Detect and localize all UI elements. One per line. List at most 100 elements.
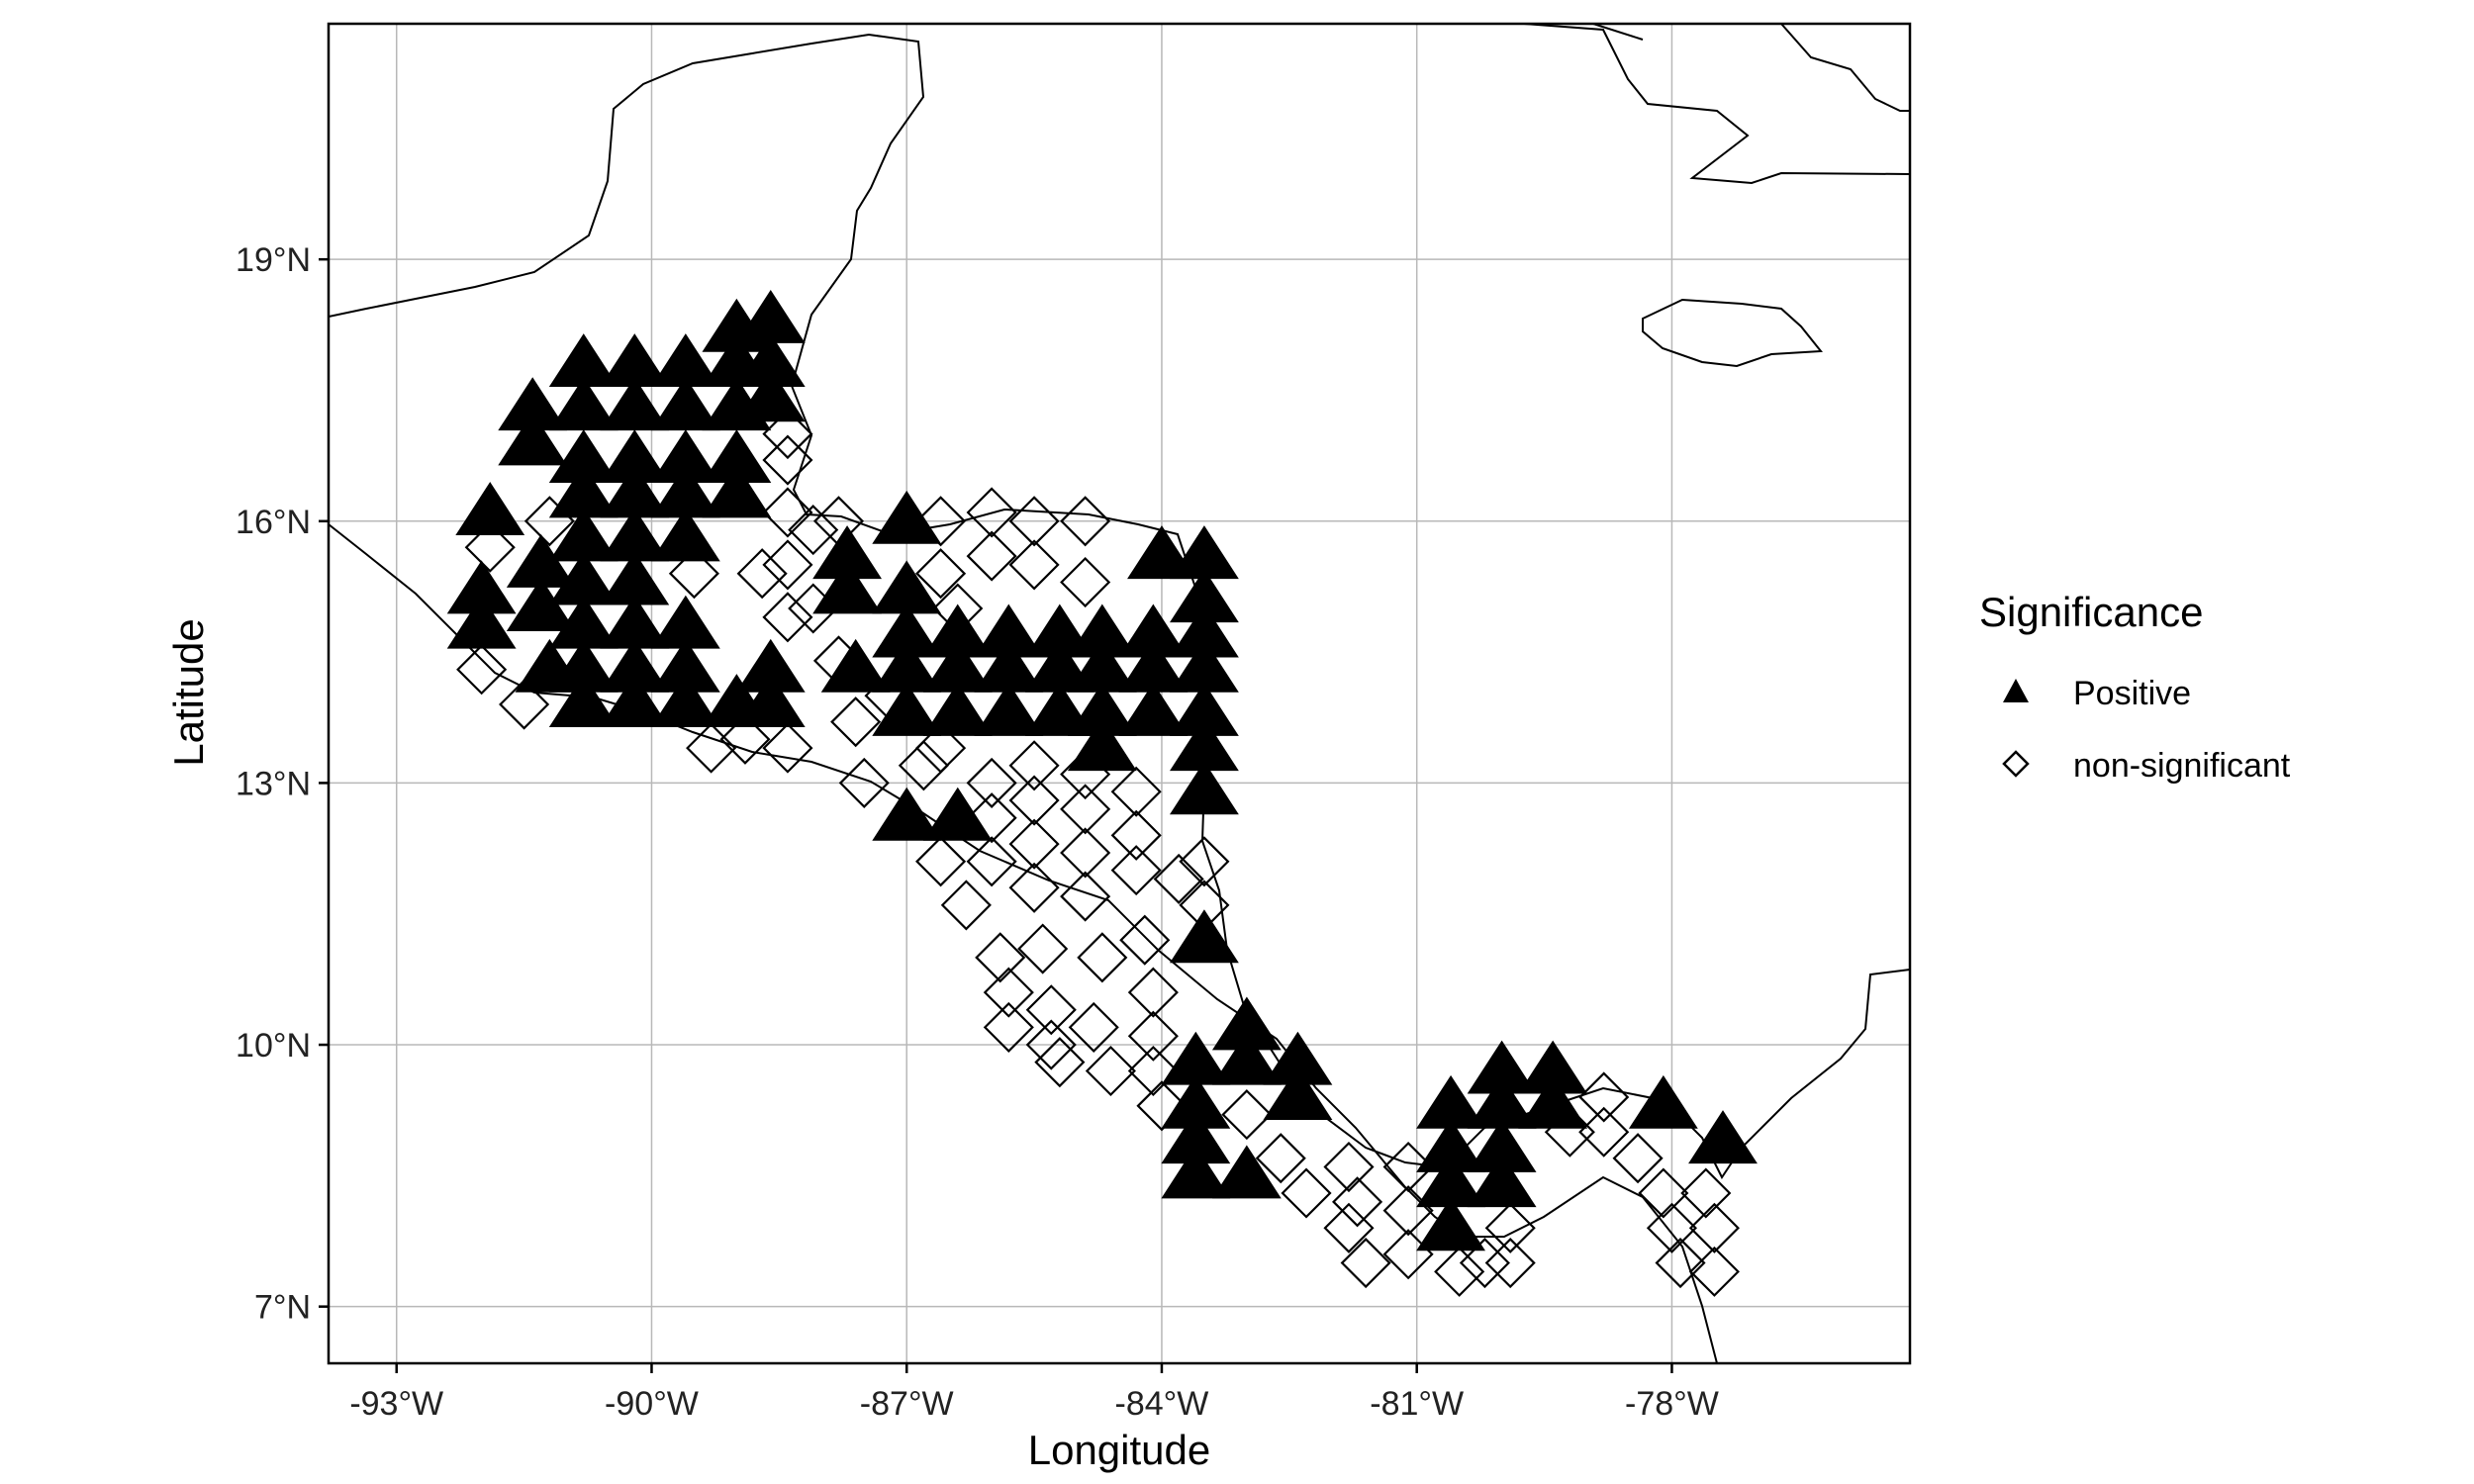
nonsignificant-diamond-marker — [686, 722, 737, 774]
y-tick-label: 10°N — [236, 1027, 311, 1065]
nonsignificant-diamond-marker — [1077, 932, 1128, 983]
nonsignificant-diamond-marker — [838, 757, 890, 808]
positive-triangle-marker — [872, 787, 942, 841]
positive-triangle-marker — [812, 560, 882, 614]
positive-triangle-marker — [922, 682, 993, 736]
nonsignificant-diamond-marker — [1008, 539, 1060, 591]
nonsignificant-diamond-marker — [1484, 1238, 1536, 1289]
nonsignificant-diamond-marker — [456, 644, 508, 696]
positive-triangle-marker — [1628, 1074, 1698, 1129]
positive-triangle-marker — [650, 508, 720, 562]
nonsignificant-diamond-marker — [915, 496, 967, 547]
y-tick-label: 13°N — [236, 765, 311, 802]
nonsignificant-diamond-marker — [762, 409, 813, 460]
nonsignificant-diamond-marker — [898, 740, 949, 791]
positive-triangle-marker — [1211, 1031, 1282, 1085]
nonsignificant-diamond-marker — [1638, 1167, 1689, 1219]
nonsignificant-diamond-marker — [1008, 740, 1060, 791]
nonsignificant-diamond-marker — [1179, 880, 1230, 931]
nonsignificant-diamond-marker — [1017, 923, 1069, 974]
legend-title: Significance — [1979, 589, 2203, 635]
positive-triangle-marker — [922, 787, 993, 841]
legend-key-positive-triangle-icon — [2003, 679, 2029, 702]
nonsignificant-diamond-marker — [983, 967, 1034, 1018]
nonsignificant-diamond-marker — [812, 496, 865, 547]
nonsignificant-diamond-marker — [1578, 1071, 1630, 1123]
nonsignificant-diamond-marker — [762, 539, 813, 591]
nonsignificant-diamond-marker — [762, 434, 813, 486]
nonsignificant-diamond-marker — [1060, 496, 1111, 547]
nonsignificant-diamond-marker — [1221, 1089, 1273, 1141]
y-tick-label: 19°N — [236, 241, 311, 279]
nonsignificant-diamond-marker — [1434, 1246, 1485, 1297]
nonsignificant-diamond-marker — [736, 548, 788, 600]
positive-triangle-marker — [735, 368, 806, 422]
positive-triangle-marker — [1161, 1145, 1231, 1199]
positive-triangle-marker — [446, 595, 517, 649]
nonsignificant-diamond-marker — [1612, 1133, 1664, 1184]
nonsignificant-diamond-marker — [932, 583, 984, 634]
positive-triangle-marker — [702, 464, 772, 518]
positive-triangle-marker — [650, 674, 720, 728]
nonsignificant-diamond-marker — [1578, 1106, 1630, 1158]
nonsignificant-diamond-marker — [1688, 1246, 1740, 1297]
nonsignificant-diamond-marker — [1136, 1080, 1188, 1132]
nonsignificant-diamond-marker — [915, 722, 967, 774]
legend: Significance Positive non-significant — [1979, 589, 2291, 785]
nonsignificant-diamond-marker — [719, 713, 771, 765]
positive-triangle-marker — [1416, 1197, 1485, 1252]
nonsignificant-diamond-marker — [940, 880, 992, 931]
positive-triangle-marker — [1688, 1110, 1758, 1164]
nonsignificant-diamond-marker — [1459, 1238, 1510, 1289]
nonsignificant-diamond-marker — [966, 487, 1017, 538]
nonsignificant-diamond-marker — [1008, 496, 1060, 547]
nonsignificant-diamond-marker — [1382, 1229, 1434, 1280]
y-axis: 7°N 10°N 13°N 16°N 19°N — [236, 241, 329, 1327]
nonsignificant-diamond-marker — [1008, 775, 1060, 826]
x-tick-label: -81°W — [1370, 1385, 1464, 1423]
nonsignificant-diamond-marker — [1060, 871, 1111, 922]
x-axis: -93°W -90°W -87°W -84°W -81°W -78°W — [349, 1363, 1719, 1423]
nonsignificant-diamond-marker — [864, 670, 915, 721]
nonsignificant-diamond-marker — [1060, 827, 1111, 879]
x-tick-label: -78°W — [1625, 1385, 1719, 1423]
x-tick-label: -90°W — [605, 1385, 699, 1423]
nonsignificant-diamond-marker — [1068, 1001, 1119, 1053]
legend-label-nonsignificant: non-significant — [2073, 747, 2291, 785]
nonsignificant-diamond-marker — [1688, 1202, 1740, 1253]
nonsignificant-diamond-marker — [975, 932, 1026, 983]
positive-triangle-marker — [1263, 1067, 1333, 1120]
nonsignificant-diamond-marker — [1060, 749, 1111, 800]
nonsignificant-diamond-marker — [812, 635, 865, 687]
nonsignificant-diamond-marker — [1646, 1202, 1697, 1253]
nonsignificant-diamond-marker — [1680, 1167, 1732, 1219]
data-points — [446, 289, 1758, 1297]
nonsignificant-diamond-marker — [1255, 1133, 1306, 1184]
nonsignificant-diamond-marker — [1085, 1045, 1136, 1097]
legend-key-nonsignificant-diamond-icon — [2002, 750, 2030, 778]
nonsignificant-diamond-marker — [1153, 853, 1204, 904]
nonsignificant-diamond-marker — [830, 696, 882, 748]
nonsignificant-diamond-marker — [1008, 818, 1060, 870]
nonsignificant-diamond-marker — [1127, 967, 1179, 1018]
positive-triangle-marker — [548, 674, 618, 728]
nonsignificant-diamond-marker — [1060, 784, 1111, 835]
nonsignificant-diamond-marker — [1025, 1019, 1077, 1070]
plot-panel-background — [329, 24, 1910, 1363]
positive-triangle-marker — [1169, 909, 1239, 964]
nonsignificant-diamond-marker — [1544, 1106, 1595, 1158]
nonsignificant-diamond-marker — [966, 757, 1017, 808]
nonsignificant-diamond-marker — [1060, 556, 1111, 608]
nonsignificant-diamond-marker — [1179, 836, 1230, 887]
nonsignificant-diamond-marker — [1119, 914, 1171, 966]
nonsignificant-diamond-marker — [983, 1001, 1034, 1053]
x-tick-label: -87°W — [860, 1385, 954, 1423]
positive-triangle-marker — [974, 682, 1044, 736]
nonsignificant-diamond-marker — [523, 496, 575, 547]
nonsignificant-diamond-marker — [1008, 862, 1060, 913]
nonsignificant-diamond-marker — [668, 548, 719, 600]
coastline-cuba — [1523, 24, 1910, 185]
positive-triangle-marker — [872, 490, 942, 544]
positive-triangle-marker — [1118, 682, 1189, 736]
positive-triangle-marker — [600, 674, 670, 728]
